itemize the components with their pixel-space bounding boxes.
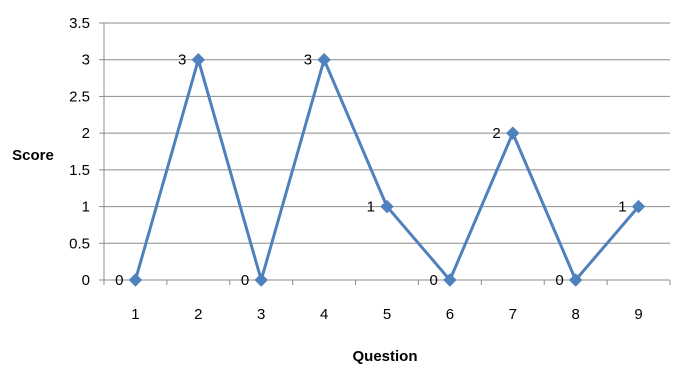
data-label: 0 — [241, 272, 249, 289]
x-tick-label: 8 — [571, 306, 579, 323]
x-tick-label: 9 — [634, 306, 642, 323]
y-tick-label: 0 — [82, 272, 90, 289]
data-point-marker — [254, 273, 268, 287]
x-axis-title: Question — [352, 348, 417, 365]
data-point-marker — [380, 199, 394, 214]
data-point-marker — [506, 126, 520, 140]
y-tick-label: 3.5 — [69, 15, 90, 32]
x-tick-label: 4 — [320, 306, 328, 323]
x-tick-label: 7 — [509, 306, 517, 323]
y-axis-title: Score — [12, 147, 54, 164]
data-labels: 0 3 0 3 1 0 2 0 1 — [115, 52, 626, 289]
data-point-marker — [317, 53, 331, 67]
y-tick-label: 1.5 — [69, 162, 90, 179]
y-axis-ticks: 0 0.5 1 1.5 2 2.5 3 3.5 — [69, 15, 104, 289]
x-tick-label: 3 — [257, 306, 265, 323]
data-label: 0 — [115, 272, 123, 289]
x-tick-label: 1 — [131, 306, 139, 323]
data-point-marker — [631, 199, 646, 214]
series-score — [128, 53, 646, 287]
data-label: 3 — [304, 52, 312, 69]
y-tick-label: 1 — [82, 199, 90, 216]
y-tick-label: 0.5 — [69, 235, 90, 252]
data-label: 1 — [618, 199, 626, 216]
x-tick-label: 5 — [383, 306, 391, 323]
y-tick-label: 3 — [82, 52, 90, 69]
x-axis-ticks: 1 2 3 4 5 6 7 8 9 — [103, 280, 671, 323]
data-label: 2 — [492, 125, 500, 142]
data-label: 3 — [178, 52, 186, 69]
data-point-marker — [443, 273, 457, 287]
axes — [103, 23, 670, 281]
x-tick-label: 2 — [194, 306, 202, 323]
data-label: 1 — [367, 199, 375, 216]
data-label: 0 — [430, 272, 438, 289]
data-point-marker — [191, 53, 206, 67]
data-point-marker — [128, 273, 143, 287]
x-tick-label: 6 — [446, 306, 454, 323]
data-label: 0 — [555, 272, 563, 289]
y-tick-label: 2 — [82, 125, 90, 142]
data-point-marker — [568, 273, 583, 287]
y-tick-label: 2.5 — [69, 88, 90, 105]
